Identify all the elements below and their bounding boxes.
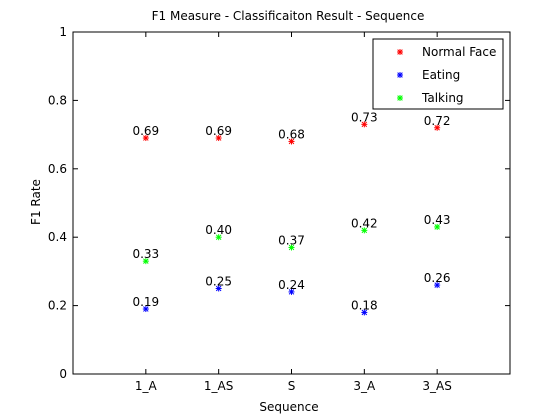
talking-value-label: 0.43 (424, 213, 451, 227)
normal-face-point (142, 135, 149, 142)
eating-point (434, 282, 441, 289)
talking-point (361, 227, 368, 234)
eating-value-label: 0.25 (205, 275, 232, 289)
talking-point (434, 223, 441, 230)
normal-face-value-label: 0.69 (205, 124, 232, 138)
eating-value-label: 0.24 (278, 278, 305, 292)
y-tick-label: 0 (59, 367, 67, 381)
x-axis-label: Sequence (259, 400, 318, 414)
x-tick-label: S (288, 379, 296, 393)
eating-legend-marker (397, 72, 403, 78)
legend: Normal Face Eating Talking (372, 38, 504, 110)
y-tick-label: 0.6 (48, 162, 67, 176)
normal-face-point (215, 135, 222, 142)
eating-point (361, 309, 368, 316)
points-layer (142, 121, 441, 316)
x-tick-label: 3_A (353, 379, 376, 393)
normal-face-value-label: 0.69 (132, 124, 159, 138)
legend-box (372, 38, 504, 110)
y-tick-label: 0.2 (48, 299, 67, 313)
eating-value-label: 0.26 (424, 271, 451, 285)
talking-legend-marker (397, 95, 403, 101)
talking-legend-label: Talking (421, 91, 464, 105)
talking-point (215, 234, 222, 241)
data-labels-layer: 0.69 0.69 0.68 0.73 0.72 0.19 0.25 0.24 0.18 0.26… (132, 110, 450, 312)
talking-point (142, 258, 149, 265)
talking-value-label: 0.33 (132, 247, 159, 261)
talking-value-label: 0.42 (351, 216, 378, 230)
normal-face-point (288, 138, 295, 145)
talking-value-label: 0.37 (278, 233, 305, 247)
talking-point (288, 244, 295, 251)
normal-face-point (361, 121, 368, 128)
y-tick-label: 0.8 (48, 93, 67, 107)
y-axis-label: F1 Rate (29, 179, 43, 225)
eating-value-label: 0.18 (351, 298, 378, 312)
eating-point (215, 285, 222, 292)
normal-face-legend-label: Normal Face (422, 45, 496, 59)
normal-face-value-label: 0.68 (278, 127, 305, 141)
eating-value-label: 0.19 (132, 295, 159, 309)
eating-point (288, 288, 295, 295)
talking-value-label: 0.40 (205, 223, 232, 237)
x-tick-label: 1_AS (204, 379, 233, 393)
ticks-layer: 0 0.2 0.4 0.6 0.8 1 1_A 1_AS S 3_A 3_AS (48, 25, 510, 393)
eating-point (142, 306, 149, 313)
normal-face-legend-marker (397, 49, 403, 55)
y-tick-label: 0.4 (48, 230, 67, 244)
x-tick-label: 3_AS (422, 379, 451, 393)
chart-title: F1 Measure - Classificaiton Result - Seq… (152, 9, 425, 23)
normal-face-value-label: 0.72 (424, 114, 451, 128)
x-tick-label: 1_A (135, 379, 158, 393)
eating-legend-label: Eating (422, 68, 460, 82)
normal-face-point (434, 124, 441, 131)
y-tick-label: 1 (59, 25, 67, 39)
normal-face-value-label: 0.73 (351, 110, 378, 124)
